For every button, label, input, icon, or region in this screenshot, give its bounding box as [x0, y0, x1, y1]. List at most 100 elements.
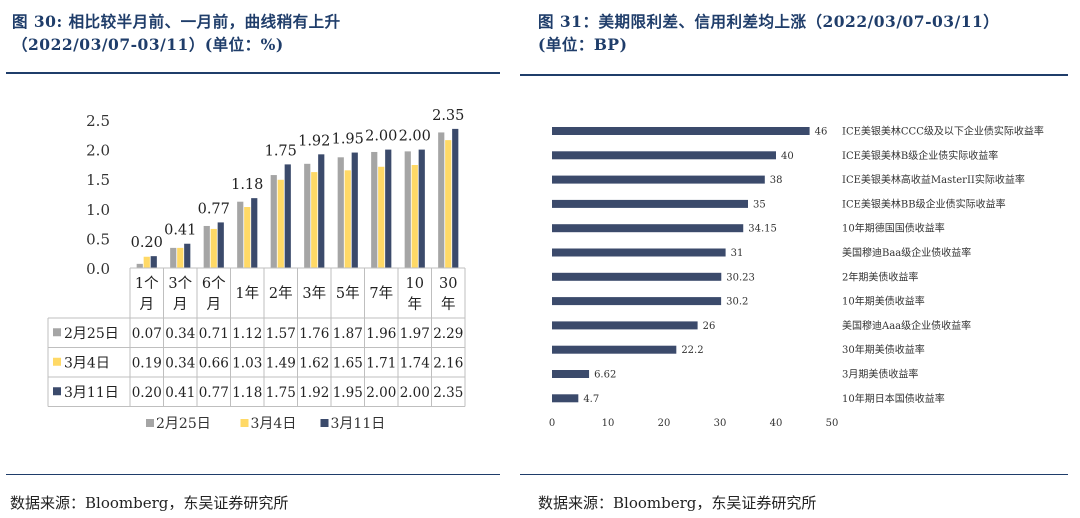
- left-bottom-rule: [6, 474, 500, 475]
- right-figure-title: 图 31：美期限利差、信用利差均上涨（2022/03/07-03/11） (单位…: [538, 10, 999, 56]
- bar-0-1: [170, 247, 177, 268]
- left-figure-title: 图 30: 相比较半月前、一月前，曲线稍有上升 （2022/03/07-03/1…: [12, 10, 341, 56]
- category-label: 3个: [168, 275, 192, 292]
- category-label: 2年: [269, 285, 293, 302]
- bar-1-7: [378, 166, 385, 268]
- data-label: 0.41: [164, 223, 196, 239]
- bar-2-3: [251, 198, 258, 268]
- legend-key: [146, 419, 154, 427]
- hbar-value-label: 22.2: [681, 345, 703, 356]
- legend-key: [320, 419, 329, 427]
- category-label: 6个: [202, 275, 226, 292]
- category-label: 5年: [336, 285, 360, 302]
- hbar-9: [552, 345, 677, 354]
- data-label: 1.95: [332, 132, 364, 148]
- bar-2-6: [351, 152, 358, 268]
- hbar-category-label: ICE美银美林CCC级及以下企业债实际收益率: [842, 125, 1044, 138]
- legend-key: [240, 419, 249, 427]
- hbar-5: [552, 248, 726, 257]
- bar-1-1: [177, 247, 184, 268]
- x-tick-label: 30: [714, 418, 727, 429]
- x-tick-label: 20: [658, 418, 671, 429]
- bar-1-9: [445, 140, 452, 268]
- table-cell: 1.03: [232, 355, 262, 371]
- table-cell: 1.95: [333, 385, 363, 401]
- category-label: 3年: [302, 285, 326, 302]
- data-label: 1.75: [265, 143, 297, 159]
- table-cell: 0.20: [132, 385, 162, 401]
- hbar-category-label: 2年期美债收益率: [842, 270, 918, 283]
- hbar-6: [552, 272, 722, 281]
- table-cell: 0.07: [132, 326, 162, 342]
- table-row-label: 3月11日: [64, 385, 119, 401]
- hbar-category-label: 美国穆迪Aaa级企业债收益率: [842, 319, 971, 332]
- hbar-value-label: 30.23: [726, 272, 755, 283]
- table-cell: 1.76: [299, 326, 329, 342]
- table-cell: 1.71: [366, 355, 396, 371]
- hbar-11: [552, 394, 579, 403]
- x-tick-label: 0: [549, 418, 555, 429]
- table-cell: 2.00: [400, 385, 430, 401]
- left-title-rule: [6, 72, 500, 74]
- category-label: 月: [207, 297, 222, 313]
- table-cell: 1.12: [232, 326, 262, 342]
- hbar-2: [552, 175, 765, 184]
- hbar-category-label: 10年期德国国债收益率: [842, 222, 945, 235]
- category-label: 7年: [369, 285, 393, 302]
- data-label: 0.77: [198, 201, 230, 217]
- x-tick-label: 10: [602, 418, 615, 429]
- legend-label: 3月11日: [331, 416, 386, 432]
- table-legend-key: [53, 328, 61, 337]
- bar-1-5: [311, 172, 318, 268]
- x-tick-label: 40: [770, 418, 783, 429]
- data-label: 1.92: [298, 133, 330, 149]
- y-tick-label: 1.0: [86, 201, 110, 219]
- hbar-8: [552, 321, 698, 330]
- bar-1-0: [143, 256, 150, 268]
- table-legend-key: [53, 387, 61, 396]
- bar-1-3: [244, 207, 251, 268]
- category-label: 月: [173, 297, 188, 313]
- table-cell: 0.66: [199, 355, 229, 371]
- right-bottom-rule: [520, 474, 1068, 475]
- bar-2-5: [318, 154, 325, 268]
- category-label: 月: [140, 297, 155, 313]
- bar-2-1: [184, 243, 191, 268]
- table-cell: 0.71: [199, 326, 229, 342]
- bar-0-3: [237, 201, 244, 268]
- hbar-4: [552, 224, 744, 233]
- bar-2-9: [452, 128, 459, 268]
- table-cell: 1.18: [232, 385, 262, 401]
- category-label: 30: [439, 276, 457, 292]
- category-label: 年: [408, 296, 423, 313]
- bar-2-4: [284, 164, 291, 268]
- data-label: 2.00: [399, 129, 431, 145]
- hbar-7: [552, 297, 722, 306]
- bar-1-4: [277, 179, 284, 268]
- bar-0-4: [270, 175, 277, 268]
- right-source: 数据来源：Bloomberg，东吴证券研究所: [538, 494, 817, 512]
- bar-2-2: [217, 222, 224, 268]
- hbar-category-label: 美国穆迪Baa级企业债收益率: [842, 246, 971, 259]
- data-label: 1.18: [231, 177, 263, 193]
- hbar-category-label: 10年期日本国债收益率: [842, 392, 945, 405]
- right-title-line2: (单位：BP): [538, 35, 628, 54]
- hbar-category-label: 3月期美债收益率: [842, 368, 918, 381]
- right-title-rule: [520, 74, 1068, 76]
- bar-2-0: [150, 256, 157, 268]
- bar-2-7: [385, 149, 392, 268]
- right-title-line1: 图 31：美期限利差、信用利差均上涨（2022/03/07-03/11）: [538, 12, 1000, 31]
- table-cell: 1.74: [400, 355, 430, 371]
- hbar-value-label: 4.7: [583, 394, 599, 405]
- data-label: 2.00: [365, 129, 397, 145]
- category-label: 1个: [135, 275, 159, 292]
- bar-1-6: [344, 170, 351, 268]
- hbar-category-label: ICE美银美林B级企业债实际收益率: [842, 149, 998, 162]
- table-cell: 1.57: [266, 326, 296, 342]
- table-cell: 0.41: [165, 385, 195, 401]
- left-title-line1: 图 30: 相比较半月前、一月前，曲线稍有上升: [12, 12, 341, 31]
- data-label: 0.20: [131, 235, 163, 251]
- hbar-value-label: 26: [703, 321, 716, 332]
- hbar-1: [552, 151, 776, 160]
- left-source: 数据来源：Bloomberg，东吴证券研究所: [10, 494, 289, 512]
